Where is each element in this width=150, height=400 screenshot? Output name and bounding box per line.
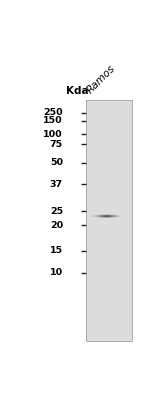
- Text: 37: 37: [50, 180, 63, 189]
- Text: Kda: Kda: [66, 86, 88, 96]
- Text: 150: 150: [43, 116, 63, 126]
- Text: Ramos: Ramos: [85, 64, 118, 96]
- Text: 75: 75: [50, 140, 63, 149]
- Text: 25: 25: [50, 207, 63, 216]
- Text: 250: 250: [43, 108, 63, 117]
- Text: 10: 10: [50, 268, 63, 277]
- Text: 15: 15: [50, 246, 63, 255]
- Bar: [86, 100, 132, 341]
- Text: 20: 20: [50, 221, 63, 230]
- Text: 100: 100: [43, 130, 63, 139]
- Text: 50: 50: [50, 158, 63, 167]
